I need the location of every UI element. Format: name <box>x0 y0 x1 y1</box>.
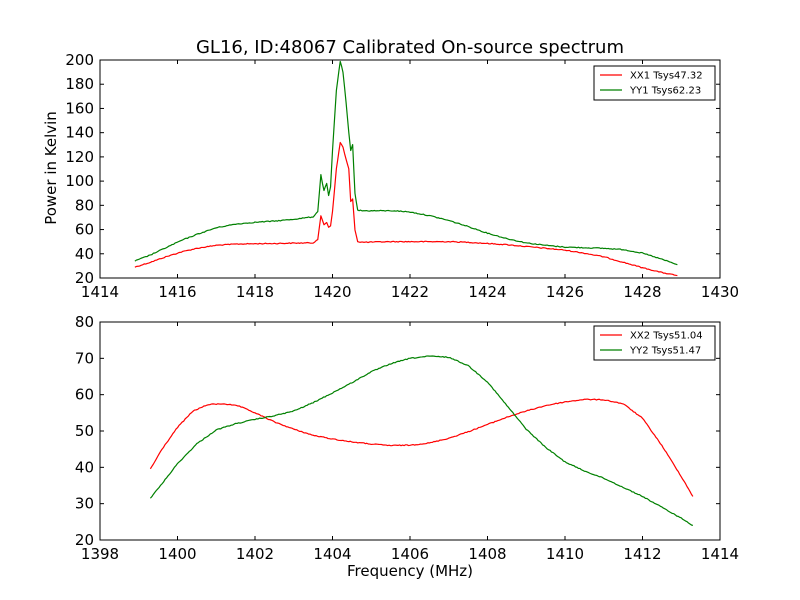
y-tick-label: 70 <box>75 349 94 367</box>
y-tick-label: 200 <box>65 51 94 69</box>
x-tick-label: 1422 <box>391 283 429 301</box>
legend-label: XX1 Tsys47.32 <box>630 71 703 82</box>
y-tick-label: 60 <box>75 221 94 239</box>
x-tick-label: 1426 <box>546 283 584 301</box>
x-tick-label: 1414 <box>701 545 739 563</box>
x-tick-label: 1408 <box>468 545 506 563</box>
y-tick-label: 120 <box>65 148 94 166</box>
x-tick-label: 1402 <box>236 545 274 563</box>
x-axis-label: Frequency (MHz) <box>347 562 473 580</box>
series-line-yy2 <box>149 355 694 527</box>
legend-label: XX2 Tsys51.04 <box>630 331 703 342</box>
y-tick-label: 60 <box>75 386 94 404</box>
chart-title: GL16, ID:48067 Calibrated On-source spec… <box>196 37 624 58</box>
top-panel-spectrum-1414-1430: 1414 1416 1418 1420 1422 1424 1426 1428 1430 20 40… <box>65 51 739 301</box>
legend-box <box>593 325 716 361</box>
x-tick-label: 1424 <box>468 283 506 301</box>
legend-box <box>593 65 716 101</box>
y-tick-label: 160 <box>65 99 94 117</box>
x-tick-label: 1412 <box>623 545 661 563</box>
y-tick-label: 50 <box>75 422 94 440</box>
series-line-yy1 <box>134 60 678 266</box>
x-tick-label: 1420 <box>313 283 351 301</box>
y-tick-label: 40 <box>75 458 94 476</box>
x-tick-label: 1418 <box>236 283 274 301</box>
y-tick-label: 40 <box>75 245 94 263</box>
x-tick-label: 1416 <box>158 283 196 301</box>
x-tick-label: 1406 <box>391 545 429 563</box>
y-tick-label: 180 <box>65 75 94 93</box>
y-tick-label: 140 <box>65 124 94 142</box>
y-tick-label: 30 <box>75 495 94 513</box>
y-tick-label: 80 <box>75 196 94 214</box>
x-tick-label: 1410 <box>546 545 584 563</box>
y-tick-label: 100 <box>65 172 94 190</box>
y-tick-label: 80 <box>75 313 94 331</box>
legend-label: YY1 Tsys62.23 <box>629 86 701 97</box>
y-tick-label: 20 <box>75 269 94 287</box>
legend-label: YY2 Tsys51.47 <box>629 346 701 357</box>
y-tick-label: 20 <box>75 531 94 549</box>
x-tick-label: 1398 <box>81 545 119 563</box>
legend: XX2 Tsys51.04 YY2 Tsys51.47 <box>593 325 716 361</box>
series-line-xx2 <box>149 398 694 497</box>
x-tick-label: 1430 <box>701 283 739 301</box>
x-tick-label: 1428 <box>623 283 661 301</box>
x-tick-label: 1400 <box>158 545 196 563</box>
legend: XX1 Tsys47.32 YY1 Tsys62.23 <box>593 65 716 101</box>
x-tick-label: 1414 <box>81 283 119 301</box>
x-tick-label: 1404 <box>313 545 351 563</box>
y-axis-label: Power in Kelvin <box>42 111 60 225</box>
series-line-xx1 <box>134 141 678 277</box>
bottom-panel-spectrum-1398-1414: 1398 1400 1402 1404 1406 1408 1410 1412 1414 20 30… <box>75 313 739 563</box>
